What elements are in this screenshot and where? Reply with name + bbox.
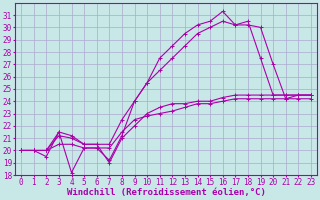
X-axis label: Windchill (Refroidissement éolien,°C): Windchill (Refroidissement éolien,°C) xyxy=(67,188,266,197)
